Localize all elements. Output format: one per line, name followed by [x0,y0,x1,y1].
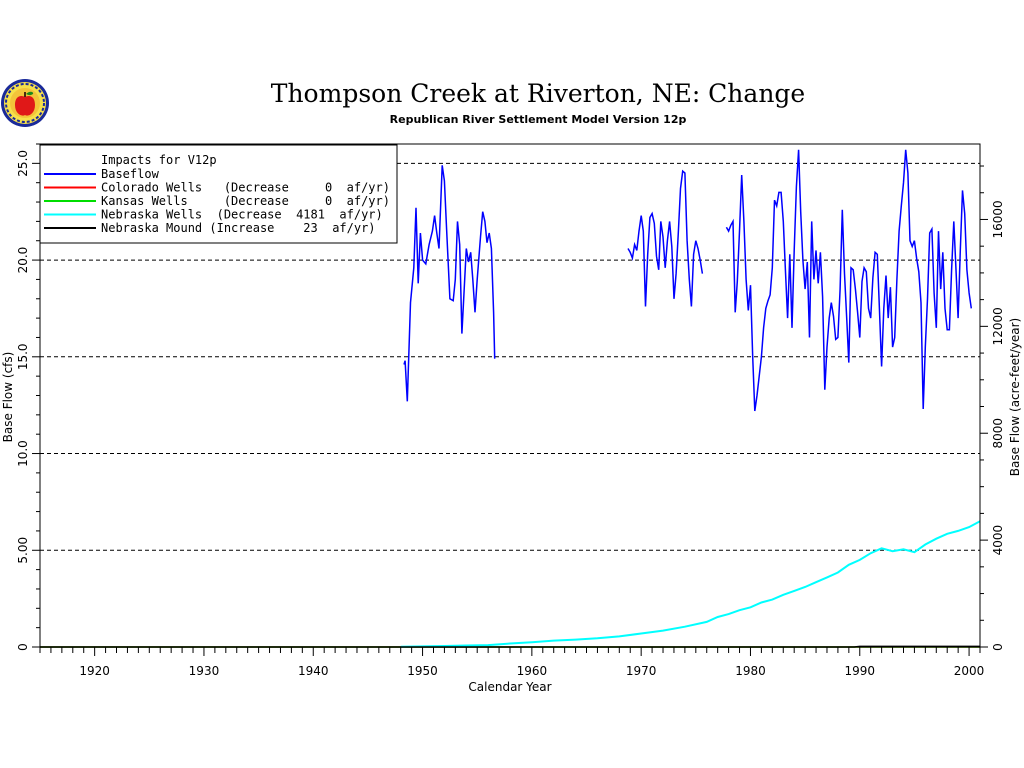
x-tick-label: 1940 [298,664,329,678]
x-tick-label: 1920 [79,664,110,678]
x-tick-label: 1980 [735,664,766,678]
y-tick-label: 0 [16,643,30,651]
legend-entry: Nebraska Mound (Increase 23 af/yr) [101,221,376,235]
x-axis-label: Calendar Year [468,680,551,694]
x-tick-label: 1970 [626,664,657,678]
legend-heading: Impacts for V12p [101,153,217,167]
x-tick-label: 1930 [189,664,220,678]
legend-entry: Nebraska Wells (Decrease 4181 af/yr) [101,208,383,222]
x-tick-label: 1960 [517,664,548,678]
chart-subtitle: Republican River Settlement Model Versio… [390,113,687,126]
y2-tick-label: 12000 [991,307,1005,345]
y-tick-label: 20.0 [16,247,30,274]
series-line-baseflow [403,165,496,402]
y2-tick-label: 0 [991,643,1005,651]
legend-entry: Baseflow [101,167,160,181]
y-tick-label: 25.0 [16,150,30,177]
y2-tick-label: 8000 [991,418,1005,449]
legend-box [39,144,398,244]
x-tick-label: 1990 [844,664,875,678]
axis-ticks: 1920 1930 1940 1950 1960 1970 1980 1990 2000 0 5.0… [16,143,1005,678]
agency-seal-logo [1,79,49,127]
y-tick-label: 10.0 [16,440,30,467]
y2-tick-label: 4000 [991,525,1005,556]
series-line-nebraska-wells [400,520,981,648]
series-line-baseflow [725,149,973,412]
y-axis-label: Base Flow (cfs) [1,352,15,443]
legend-entry: Colorado Wells (Decrease 0 af/yr) [101,181,390,195]
legend-entry: Kansas Wells (Decrease 0 af/yr) [101,194,390,208]
y2-axis-label: Base Flow (acre-feet/year) [1008,318,1022,476]
chart-title: Thompson Creek at Riverton, NE: Change [271,79,805,108]
y-tick-label: 15.0 [16,343,30,370]
y2-tick-label: 16000 [991,200,1005,238]
x-tick-label: 2000 [954,664,985,678]
series-line-baseflow [627,169,704,307]
y-tick-label: 5.00 [16,537,30,564]
x-tick-label: 1950 [407,664,438,678]
